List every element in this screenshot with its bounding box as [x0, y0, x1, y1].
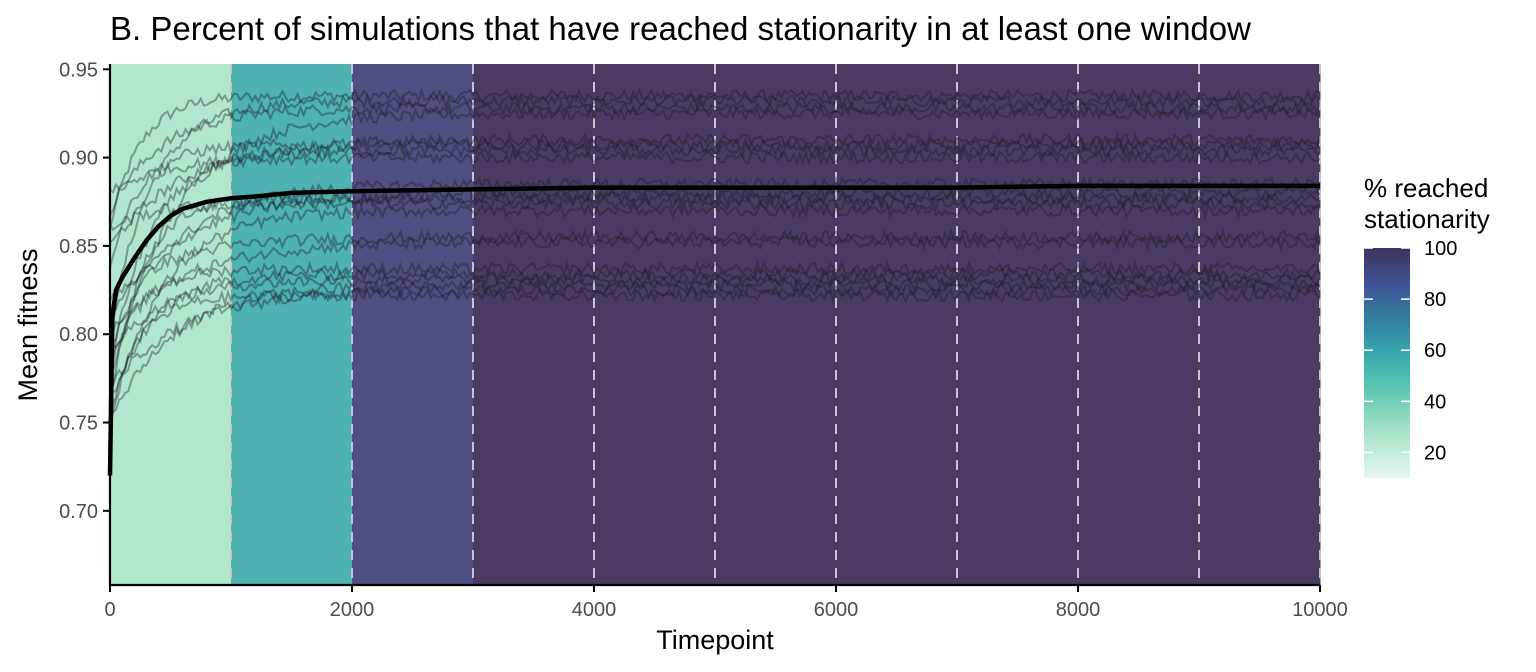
- window-band: [836, 64, 958, 585]
- simulation-line: [110, 270, 1320, 349]
- window-band: [594, 64, 716, 585]
- window-band: [957, 64, 1079, 585]
- x-axis-ticks: 0 2000 4000 6000 8000 10000: [104, 585, 1348, 621]
- x-tick-label: 2000: [330, 599, 375, 621]
- legend-tick-label: 100: [1424, 238, 1457, 260]
- chart-title: B. Percent of simulations that have reac…: [110, 10, 1251, 47]
- y-axis-title: Mean fitness: [13, 248, 43, 401]
- legend-tick-label: 60: [1424, 340, 1446, 362]
- simulation-line: [110, 286, 1320, 419]
- simulation-line: [110, 201, 1320, 419]
- window-band: [1199, 64, 1321, 585]
- legend-tick-label: 80: [1424, 289, 1446, 311]
- y-tick-label: 0.80: [59, 324, 98, 346]
- y-tick-label: 0.75: [59, 413, 98, 435]
- y-tick-label: 0.95: [59, 59, 98, 81]
- simulation-lines: [110, 87, 1320, 429]
- simulation-line: [110, 265, 1320, 404]
- legend-tick-label: 20: [1424, 442, 1446, 464]
- simulation-line: [110, 228, 1320, 301]
- simulation-line: [110, 104, 1320, 391]
- simulation-line: [110, 260, 1320, 368]
- window-band: [473, 64, 595, 585]
- legend-title-line2: stationarity: [1364, 204, 1490, 234]
- x-tick-label: 6000: [814, 599, 859, 621]
- color-legend: % reached stationarity 100 80 60 40 20: [1364, 173, 1490, 478]
- legend-colorbar: [1364, 248, 1410, 478]
- x-tick-label: 4000: [572, 599, 617, 621]
- simulation-line: [110, 149, 1320, 194]
- simulation-line: [110, 280, 1320, 388]
- y-axis-ticks: 0.70 0.75 0.80 0.85 0.90 0.95: [59, 59, 110, 523]
- window-band: [352, 64, 474, 585]
- x-tick-label: 10000: [1292, 599, 1348, 621]
- x-tick-label: 0: [104, 599, 115, 621]
- window-boundaries: [230, 64, 1321, 585]
- legend-ticks: 100 80 60 40 20: [1364, 238, 1457, 464]
- window-band: [231, 64, 353, 585]
- simulation-line: [110, 131, 1320, 243]
- window-band: [1078, 64, 1200, 585]
- x-axis-title: Timepoint: [656, 625, 774, 655]
- simulation-line: [110, 87, 1320, 227]
- y-tick-label: 0.90: [59, 148, 98, 170]
- x-tick-label: 8000: [1056, 599, 1101, 621]
- simulation-line: [110, 99, 1320, 216]
- simulation-line: [110, 135, 1320, 269]
- simulation-line: [110, 141, 1320, 371]
- window-band: [110, 64, 232, 585]
- background-windows: [110, 64, 1321, 585]
- simulation-line: [110, 194, 1320, 232]
- y-tick-label: 0.70: [59, 501, 98, 523]
- simulation-line: [110, 276, 1320, 429]
- simulation-line: [110, 233, 1320, 339]
- simulation-line: [110, 189, 1320, 411]
- legend-tick-label: 40: [1424, 391, 1446, 413]
- y-tick-label: 0.85: [59, 236, 98, 258]
- simulation-line: [110, 92, 1320, 338]
- legend-title-line1: % reached: [1364, 173, 1488, 203]
- mean-fitness-line: [107, 183, 1320, 476]
- window-band: [715, 64, 837, 585]
